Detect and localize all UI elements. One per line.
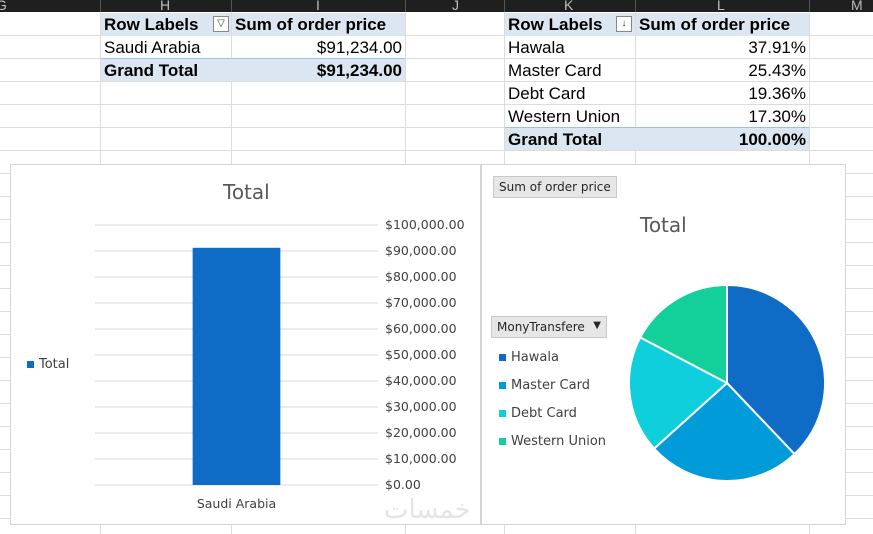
y-tick-label: $100,000.00 bbox=[385, 217, 465, 232]
y-tick-label: $30,000.00 bbox=[385, 399, 457, 414]
y-tick-label: $80,000.00 bbox=[385, 269, 457, 284]
filter-applied-icon[interactable]: ▽ bbox=[213, 16, 229, 32]
column-letter-l[interactable]: L bbox=[717, 0, 725, 13]
column-letter-k[interactable]: K bbox=[564, 0, 574, 13]
legend-swatch bbox=[27, 361, 34, 368]
bar[interactable] bbox=[192, 247, 281, 485]
pivot1-grand-total-label[interactable]: Grand Total bbox=[101, 58, 231, 81]
pie-slice-debt-card[interactable] bbox=[628, 336, 729, 450]
sum-field-button[interactable]: Sum of order price bbox=[493, 176, 617, 198]
bar-legend-label: Total bbox=[39, 357, 70, 372]
pivot1-grand-total-value[interactable]: $91,234.00 bbox=[231, 58, 405, 81]
pivot1-value-header[interactable]: Sum of order price bbox=[232, 13, 405, 36]
bar-chart-title: Total bbox=[223, 180, 270, 204]
legend-item-debt-card[interactable]: Debt Card bbox=[499, 400, 606, 428]
y-tick-label: $90,000.00 bbox=[385, 243, 457, 258]
y-tick-label: $70,000.00 bbox=[385, 295, 457, 310]
pivot2-row-value[interactable]: 37.91% bbox=[748, 38, 806, 57]
y-tick-label: $50,000.00 bbox=[385, 347, 457, 362]
sort-descending-icon[interactable]: ↓ bbox=[616, 16, 632, 32]
pivot2-row-label[interactable]: Hawala bbox=[508, 38, 565, 57]
pie-plot-area bbox=[628, 283, 826, 482]
bar-chart-legend[interactable]: Total bbox=[27, 357, 69, 372]
pivot2-row-value[interactable]: 17.30% bbox=[748, 107, 806, 126]
pie-chart-title: Total bbox=[640, 213, 687, 237]
pivot2-grand-total-value[interactable]: 100.00% bbox=[635, 127, 809, 150]
pivot2-row-label[interactable]: Debt Card bbox=[508, 84, 586, 103]
pivot1-row-value[interactable]: $91,234.00 bbox=[316, 38, 402, 57]
pivot2-row-value[interactable]: 19.36% bbox=[748, 84, 806, 103]
pivot2-row-value[interactable]: 25.43% bbox=[748, 61, 806, 80]
column-letter-h[interactable]: H bbox=[160, 0, 171, 13]
column-header-bar: G H I J K L M bbox=[0, 0, 873, 13]
pivot2-row-label[interactable]: Master Card bbox=[508, 61, 602, 80]
legend-item-western-union[interactable]: Western Union bbox=[499, 428, 606, 456]
pivot1-row-label[interactable]: Saudi Arabia bbox=[104, 38, 201, 57]
legend-item-hawala[interactable]: Hawala bbox=[499, 344, 606, 372]
legend-item-master-card[interactable]: Master Card bbox=[499, 372, 606, 400]
bar-plot-area: $0.00 $10,000.00 $20,000.00 $30,000.00 $40,0… bbox=[95, 217, 465, 511]
chevron-down-icon: ▼ bbox=[593, 320, 601, 331]
pie-chart[interactable]: Sum of order price Total MonyTransfere ▼… bbox=[481, 164, 846, 525]
column-letter-g[interactable]: G bbox=[0, 0, 7, 13]
bar-chart[interactable]: Total Total $0.00 $10,000.00 $20,000.00 $30… bbox=[10, 164, 481, 525]
pie-slice-master-card[interactable] bbox=[652, 381, 796, 482]
pivot2-row-label[interactable]: Western Union bbox=[508, 107, 621, 126]
column-letter-m[interactable]: M bbox=[851, 0, 863, 13]
pie-slice-hawala[interactable] bbox=[726, 283, 826, 456]
column-letter-j[interactable]: J bbox=[452, 0, 459, 13]
pivot2-value-header[interactable]: Sum of order price bbox=[636, 13, 809, 36]
pivot2-row-labels-header[interactable]: Row Labels bbox=[505, 13, 635, 36]
column-letter-i[interactable]: I bbox=[316, 0, 320, 13]
pie-chart-legend: Hawala Master Card Debt Card Western Uni… bbox=[499, 344, 606, 456]
y-tick-label: $60,000.00 bbox=[385, 321, 457, 336]
y-tick-label: $10,000.00 bbox=[385, 451, 457, 466]
y-tick-label: $40,000.00 bbox=[385, 373, 457, 388]
pivot2-grand-total-label[interactable]: Grand Total bbox=[505, 127, 635, 150]
x-tick-label: Saudi Arabia bbox=[197, 496, 276, 511]
pie-slice-western-union[interactable] bbox=[638, 283, 728, 385]
pivot1-row-labels-header[interactable]: Row Labels bbox=[101, 13, 231, 36]
watermark-logo: خمسات bbox=[384, 495, 471, 525]
y-tick-label: $0.00 bbox=[385, 477, 421, 492]
y-tick-label: $20,000.00 bbox=[385, 425, 457, 440]
legend-filter-dropdown[interactable]: MonyTransfere ▼ bbox=[491, 316, 607, 338]
